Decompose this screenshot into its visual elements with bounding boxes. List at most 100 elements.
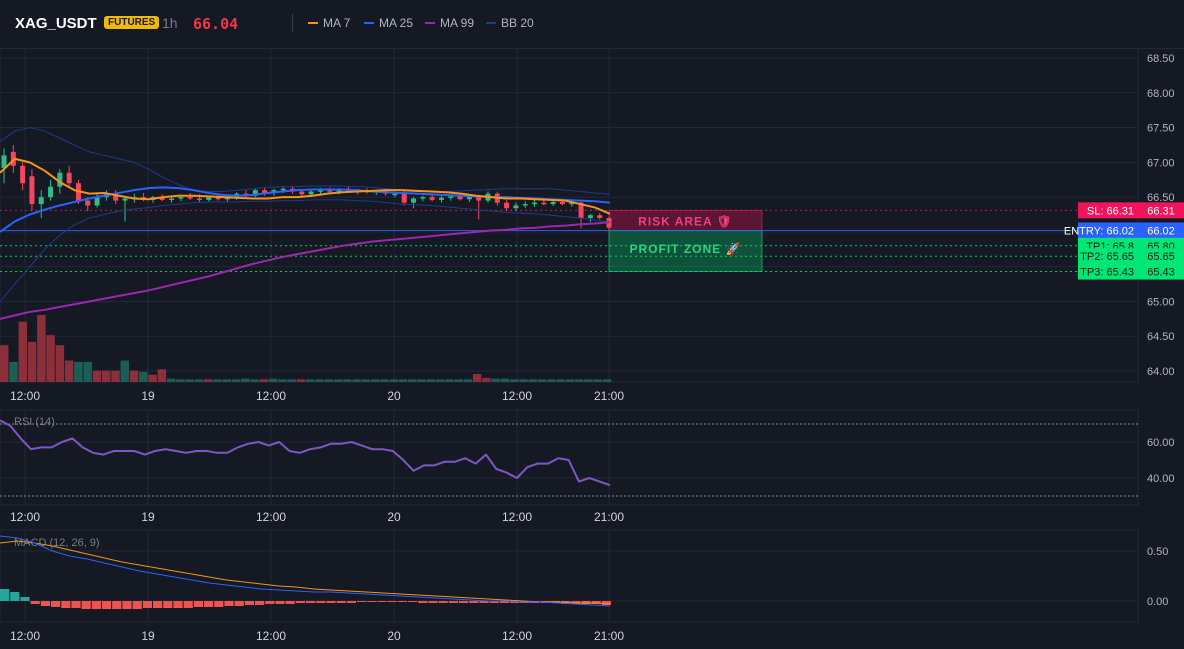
macd-histogram-bar xyxy=(336,601,346,603)
volume-bar xyxy=(176,379,185,382)
volume-bar xyxy=(426,379,436,382)
macd-histogram-bar xyxy=(275,601,285,604)
legend-label: BB 20 xyxy=(501,16,534,30)
macd-histogram-bar xyxy=(591,601,601,604)
volume-bar xyxy=(259,379,269,382)
macd-histogram-bar xyxy=(20,597,30,601)
pane-border xyxy=(0,529,1139,623)
volume-layer xyxy=(0,315,612,382)
candle-body xyxy=(1,155,7,168)
candle-body xyxy=(327,190,333,192)
grid-layer xyxy=(0,48,1139,623)
rsi-title: RSI (14) xyxy=(14,416,55,428)
candle-body xyxy=(392,193,398,196)
legend-label: MA 25 xyxy=(379,16,414,30)
volume-bar xyxy=(370,379,380,382)
legend-label: MA 7 xyxy=(323,16,351,30)
legend-ma25[interactable]: MA 25 xyxy=(364,16,413,30)
volume-bar xyxy=(250,379,259,382)
candle-body xyxy=(308,191,314,195)
volume-bar xyxy=(528,379,538,382)
candle-body xyxy=(122,198,128,201)
candle-body xyxy=(215,197,221,200)
macd-histogram-bar xyxy=(122,601,132,609)
volume-bar xyxy=(166,378,176,382)
volume-bar xyxy=(222,379,232,382)
time-tick-label: 12:00 xyxy=(256,389,286,403)
tp3-axis-label: 65.43 xyxy=(1147,267,1175,279)
volume-bar xyxy=(482,377,491,382)
macd-histogram-bar xyxy=(438,601,448,603)
volume-bar xyxy=(268,378,278,382)
tp3-tag xyxy=(1078,263,1138,280)
candle-body xyxy=(550,201,556,205)
volume-bar xyxy=(74,361,83,382)
candle-body xyxy=(587,215,593,218)
header-divider xyxy=(292,14,293,32)
tp2-tag-label: TP2: 65.65 xyxy=(1080,251,1134,263)
legend-bb20[interactable]: BB 20 xyxy=(486,16,534,30)
macd-histogram-bar xyxy=(224,601,234,606)
macd-histogram-bar xyxy=(81,601,91,609)
volume-bar xyxy=(472,373,482,382)
macd-histogram-bar xyxy=(10,592,20,601)
volume-bar xyxy=(389,379,398,382)
rsi-tick-label: 40.00 xyxy=(1147,473,1175,485)
volume-bar xyxy=(204,379,213,382)
volume-bar xyxy=(361,379,371,382)
profit-zone-label: PROFIT ZONE 🚀 xyxy=(630,242,742,256)
volume-bar xyxy=(565,379,575,382)
volume-bar xyxy=(333,379,343,382)
time-tick-label: 21:00 xyxy=(594,389,624,403)
candle-body xyxy=(466,197,472,200)
volume-bar xyxy=(241,378,250,382)
candle-body xyxy=(299,191,305,195)
legend-ma99[interactable]: MA 99 xyxy=(425,16,474,30)
candle-body xyxy=(476,197,482,201)
volume-bar xyxy=(306,379,315,382)
macd-histogram-bar xyxy=(142,601,152,608)
price-tick-label: 68.00 xyxy=(1147,88,1175,100)
candle-body xyxy=(113,193,119,201)
macd-histogram-bar xyxy=(499,601,509,603)
candle-body xyxy=(401,193,407,203)
candle-body xyxy=(224,197,230,200)
rsi-tick-label: 60.00 xyxy=(1147,437,1175,449)
volume-bar xyxy=(500,378,510,382)
macd-histogram-bar xyxy=(265,601,275,604)
volume-bar xyxy=(102,370,111,382)
legend-label: MA 99 xyxy=(440,16,475,30)
sl-tag-label: SL: 66.31 xyxy=(1087,205,1134,217)
candle-body xyxy=(38,197,44,205)
macd-histogram-bar xyxy=(316,601,326,603)
entry-axis-label: 66.02 xyxy=(1147,226,1175,238)
time-tick-label: 20 xyxy=(387,510,401,524)
macd-histogram-bar xyxy=(102,601,112,609)
candle-body xyxy=(411,198,417,203)
legend-swatch xyxy=(425,21,435,24)
entry-tag xyxy=(1078,222,1138,239)
macd-histogram-bar xyxy=(91,601,101,609)
bb-lower-line xyxy=(0,199,611,302)
tp3-axis-tag xyxy=(1138,263,1184,280)
volume-bar xyxy=(398,379,408,382)
symbol-name[interactable]: XAG_USDT xyxy=(15,15,97,32)
candle-body xyxy=(66,172,72,184)
candle-body xyxy=(559,201,565,205)
interval-label[interactable]: 1h xyxy=(162,15,178,31)
macd-histogram-bar xyxy=(387,601,397,602)
volume-bar xyxy=(435,379,445,382)
candle-body xyxy=(457,196,463,200)
macd-histogram-bar xyxy=(397,601,407,602)
chart-canvas[interactable]: RISK AREA 🛡 PROFIT ZONE 🚀 RSI (14) MACD (… xyxy=(0,48,1184,649)
volume-bar xyxy=(463,379,473,382)
zone-layer: RISK AREA 🛡 PROFIT ZONE 🚀 xyxy=(608,209,763,273)
legend-ma7[interactable]: MA 7 xyxy=(308,16,350,30)
time-tick-label: 12:00 xyxy=(256,629,286,643)
entry-tag-label: ENTRY: 66.02 xyxy=(1064,226,1134,238)
macd-histogram-bar xyxy=(377,601,387,602)
candle-body xyxy=(262,190,268,193)
volume-bar xyxy=(64,360,74,382)
volume-bar xyxy=(9,361,18,382)
